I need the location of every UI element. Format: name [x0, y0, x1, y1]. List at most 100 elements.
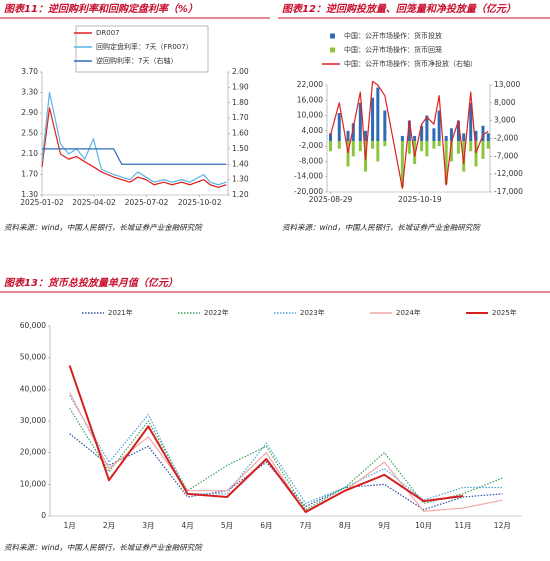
- y2-tick-label: 1.50: [232, 144, 249, 153]
- bar: [437, 110, 441, 142]
- bar: [400, 135, 404, 142]
- y-tick-label: 10,000: [297, 111, 323, 120]
- bar: [481, 125, 485, 142]
- chart-title: 图表11：逆回购利率和回购定盘利率（%）: [4, 3, 198, 15]
- y-tick-label: 20,000: [20, 448, 46, 457]
- y2-tick-label: 1.20: [232, 190, 249, 199]
- legend-label: 2021年: [108, 308, 133, 317]
- y2-tick-label: 1.70: [232, 113, 249, 122]
- y-tick-label: -8,000: [299, 156, 323, 165]
- legend-label: 逆回购利率：7天（右轴）: [96, 56, 177, 65]
- x-tick-label: 2025-10-19: [398, 195, 442, 204]
- series-line: [68, 365, 464, 513]
- legend-label: 中国：公开市场操作：货币净投放（右轴）: [344, 59, 477, 68]
- y-tick-label: 10,000: [20, 479, 46, 488]
- bar: [449, 128, 453, 142]
- y-tick-label: 22,000: [297, 80, 323, 89]
- bar: [486, 133, 490, 142]
- x-tick-label: 5月: [221, 521, 233, 530]
- x-tick-label: 11月: [454, 521, 471, 530]
- series-line: [41, 107, 227, 188]
- bar: [413, 135, 417, 142]
- bar: [371, 97, 375, 142]
- bar: [486, 141, 490, 149]
- x-tick-label: 4月: [182, 521, 194, 530]
- y2-tick-label: 8,000: [494, 98, 516, 107]
- legend-box: [75, 25, 209, 73]
- series-line: [42, 148, 227, 165]
- y2-tick-label: 3,000: [494, 116, 516, 125]
- y-tick-label: 1.70: [21, 170, 38, 179]
- series-line: [69, 408, 503, 511]
- y-tick-label: 30,000: [20, 416, 46, 425]
- bar: [364, 130, 368, 142]
- y2-tick-label: -2,000: [494, 134, 518, 143]
- y-tick-label: 2.50: [21, 129, 38, 138]
- y-tick-label: 60,000: [20, 321, 46, 330]
- y2-tick-label: 13,000: [494, 80, 520, 89]
- y2-tick-label: -7,000: [494, 151, 518, 160]
- bar: [358, 141, 362, 152]
- bar: [437, 141, 441, 147]
- x-tick-label: 2025-04-02: [72, 198, 116, 207]
- x-tick-label: 2025-10-02: [178, 198, 222, 207]
- y-tick-label: -2,000: [299, 141, 323, 150]
- bar: [351, 123, 355, 142]
- y2-tick-label: 1.90: [232, 82, 249, 91]
- bar: [425, 115, 429, 142]
- bar: [474, 141, 478, 167]
- bar: [383, 110, 387, 142]
- y2-tick-label: 2.00: [232, 67, 249, 76]
- bar: [358, 102, 362, 142]
- y2-tick-label: 1.60: [232, 129, 249, 138]
- series-line: [41, 91, 227, 186]
- bar: [425, 141, 429, 157]
- bar: [407, 141, 411, 154]
- y-tick-label: 3.30: [21, 88, 38, 97]
- bar: [420, 125, 424, 142]
- bar: [371, 141, 375, 149]
- x-tick-label: 12月: [494, 521, 511, 530]
- y2-tick-label: -12,000: [494, 169, 523, 178]
- x-tick-label: 2025-08-29: [309, 195, 353, 204]
- legend-label: 2023年: [300, 308, 325, 317]
- legend-swatch: [330, 33, 335, 39]
- series-line: [69, 395, 503, 504]
- bar: [432, 141, 436, 149]
- x-tick-label: 7月: [300, 521, 312, 530]
- bar: [444, 135, 448, 142]
- bar: [329, 133, 333, 142]
- bar: [456, 141, 460, 154]
- legend-label: 中国：公开市场操作：货币回笼: [344, 45, 442, 54]
- bar: [376, 141, 380, 162]
- y-tick-label: 3.70: [21, 67, 38, 76]
- bar: [383, 141, 387, 147]
- source-note: 资料来源：wind，中国人民银行，长城证券产业金融研究院: [4, 543, 203, 552]
- y-tick-label: 0: [41, 511, 46, 520]
- bar: [376, 87, 380, 142]
- y2-tick-label: 1.40: [232, 159, 249, 168]
- x-tick-label: 6月: [260, 521, 272, 530]
- bar: [462, 141, 466, 172]
- bar: [456, 120, 460, 142]
- source-note: 资料来源：wind，中国人民银行，长城证券产业金融研究院: [4, 223, 203, 232]
- legend-label: DR007: [96, 29, 120, 37]
- bar: [481, 141, 485, 159]
- y-tick-label: 40,000: [20, 384, 46, 393]
- x-tick-label: 8月: [339, 521, 351, 530]
- x-tick-label: 1月: [64, 521, 76, 530]
- y-tick-label: 2.10: [21, 149, 38, 158]
- y2-tick-label: 1.80: [232, 98, 249, 107]
- series-line: [69, 392, 503, 514]
- legend-label: 回购定盘利率：7天（FR007）: [96, 42, 193, 51]
- y-tick-label: 4,000: [302, 126, 324, 135]
- y2-tick-label: -17,000: [494, 187, 523, 196]
- legend-label: 2024年: [396, 308, 421, 317]
- bar: [449, 141, 453, 162]
- y-tick-label: -20,000: [294, 187, 323, 196]
- bar: [474, 130, 478, 142]
- source-note: 资料来源：wind，中国人民银行，长城证券产业金融研究院: [282, 223, 481, 232]
- legend-label: 2025年: [492, 308, 517, 317]
- x-tick-label: 2025-07-02: [125, 198, 169, 207]
